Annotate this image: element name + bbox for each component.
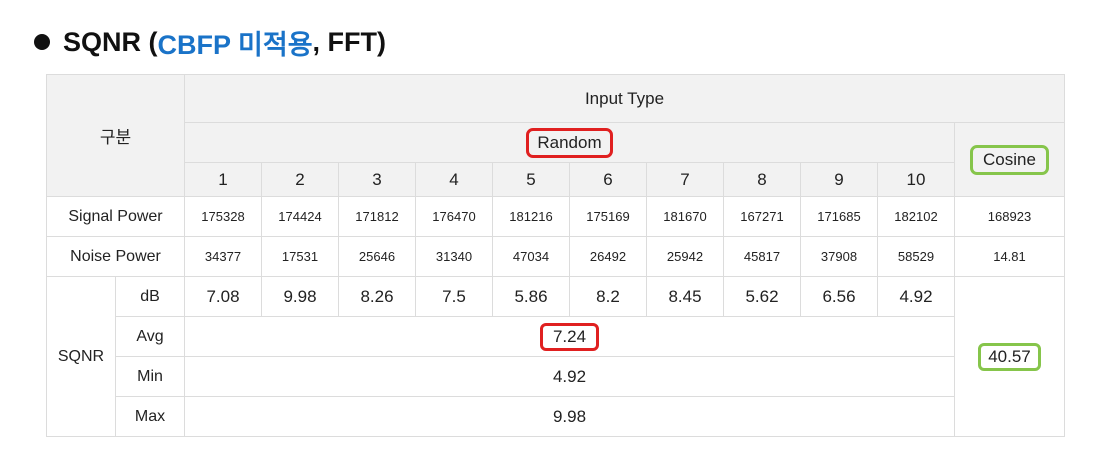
corner-header: 구분 xyxy=(46,74,185,197)
table-row: Max 9.98 xyxy=(47,396,1065,437)
column-header: 5 xyxy=(492,162,570,197)
column-header: 3 xyxy=(338,162,416,197)
table-cell: 174424 xyxy=(261,196,339,237)
row-label-db: dB xyxy=(115,276,185,317)
column-header: 1 xyxy=(184,162,262,197)
cosine-sqnr-cell: 40.57 xyxy=(954,276,1065,437)
max-cell: 9.98 xyxy=(184,396,955,437)
cosine-sqnr-highlight: 40.57 xyxy=(978,342,1041,371)
table-row: Signal Power 175328 174424 171812 176470… xyxy=(46,196,1065,237)
table-cell: 168923 xyxy=(954,196,1065,237)
row-label-max: Max xyxy=(115,396,185,437)
table-cell: 5.86 xyxy=(492,276,570,317)
heading-suffix: , FFT) xyxy=(312,26,387,57)
row-label-signal-power: Signal Power xyxy=(46,196,185,237)
table-cell: 31340 xyxy=(415,236,493,277)
table-cell: 8.2 xyxy=(569,276,647,317)
table-row: SQNR dB 7.08 9.98 8.26 7.5 5.86 8.2 8.45… xyxy=(46,276,1065,437)
column-header: 10 xyxy=(877,162,955,197)
random-header: Random xyxy=(184,122,955,163)
table-cell: 34377 xyxy=(184,236,262,277)
input-type-header: Input Type xyxy=(184,74,1065,123)
table-cell: 171812 xyxy=(338,196,416,237)
row-label-noise-power: Noise Power xyxy=(46,236,185,277)
table-cell: 8.26 xyxy=(338,276,416,317)
table-cell: 17531 xyxy=(261,236,339,277)
table-cell: 176470 xyxy=(415,196,493,237)
table-cell: 5.62 xyxy=(723,276,801,317)
sqnr-table: 구분 Input Type Random Cosine 1 2 3 4 5 6 … xyxy=(46,74,1065,437)
table-cell: 14.81 xyxy=(954,236,1065,277)
column-header: 6 xyxy=(569,162,647,197)
table-cell: 7.08 xyxy=(184,276,262,317)
row-label-sqnr: SQNR xyxy=(46,276,116,437)
table-cell: 167271 xyxy=(723,196,801,237)
table-cell: 182102 xyxy=(877,196,955,237)
table-cell: 175328 xyxy=(184,196,262,237)
table-row: Min 4.92 xyxy=(47,356,1065,397)
table-cell: 171685 xyxy=(800,196,878,237)
cosine-highlight: Cosine xyxy=(970,144,1049,175)
section-heading: SQNR (CBFP 미적용, FFT) xyxy=(34,22,386,62)
table-cell: 181216 xyxy=(492,196,570,237)
column-header: 2 xyxy=(261,162,339,197)
table-cell: 45817 xyxy=(723,236,801,277)
avg-highlight: 7.24 xyxy=(539,322,600,351)
table-cell: 6.56 xyxy=(800,276,878,317)
column-number-row: 1 2 3 4 5 6 7 8 9 10 xyxy=(47,162,1065,197)
table-cell: 4.92 xyxy=(877,276,955,317)
column-header: 7 xyxy=(646,162,724,197)
table-cell: 26492 xyxy=(569,236,647,277)
column-header: 4 xyxy=(415,162,493,197)
heading-accent: CBFP 미적용 xyxy=(157,29,313,60)
bullet-icon xyxy=(34,34,50,50)
column-header: 8 xyxy=(723,162,801,197)
row-label-min: Min xyxy=(115,356,185,397)
table-cell: 8.45 xyxy=(646,276,724,317)
table-row: Noise Power 34377 17531 25646 31340 4703… xyxy=(46,236,1065,277)
table-cell: 25646 xyxy=(338,236,416,277)
table-cell: 181670 xyxy=(646,196,724,237)
table-cell: 7.5 xyxy=(415,276,493,317)
avg-cell: 7.24 xyxy=(184,316,955,357)
table-cell: 47034 xyxy=(492,236,570,277)
table-row: Avg 7.24 xyxy=(47,316,1065,357)
table-cell: 37908 xyxy=(800,236,878,277)
min-cell: 4.92 xyxy=(184,356,955,397)
table-cell: 58529 xyxy=(877,236,955,277)
random-highlight: Random xyxy=(526,127,613,158)
heading-prefix: SQNR ( xyxy=(63,26,158,57)
table-cell: 25942 xyxy=(646,236,724,277)
table-cell: 9.98 xyxy=(261,276,339,317)
row-label-avg: Avg xyxy=(115,316,185,357)
cosine-header: Cosine xyxy=(954,122,1065,197)
column-header: 9 xyxy=(800,162,878,197)
table-cell: 175169 xyxy=(569,196,647,237)
